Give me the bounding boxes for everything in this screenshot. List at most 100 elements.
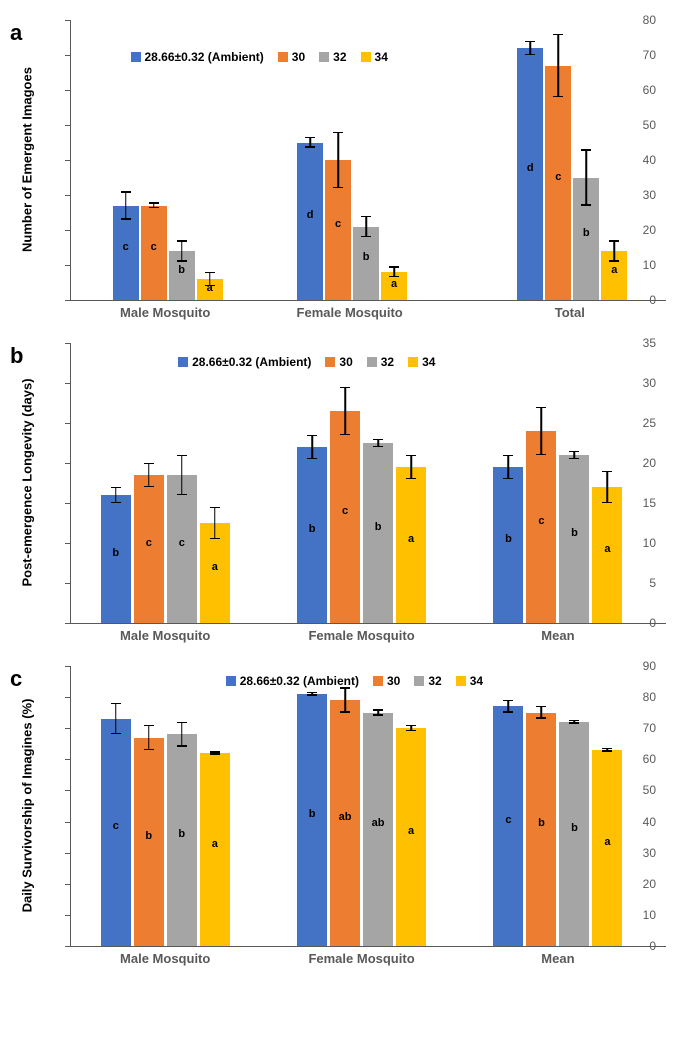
bar: c xyxy=(113,206,139,301)
legend-text: 28.66±0.32 (Ambient) xyxy=(192,355,311,369)
legend-swatch xyxy=(278,52,288,62)
significance-letter: a xyxy=(391,278,397,290)
x-labels: Male MosquitoFemale MosquitoMean xyxy=(70,947,665,969)
y-tick-label: 30 xyxy=(643,188,656,202)
significance-letter: b xyxy=(571,822,578,834)
bar: a xyxy=(601,251,627,300)
bar: b xyxy=(559,722,589,946)
bar: c xyxy=(167,475,197,623)
significance-letter: c xyxy=(505,814,511,826)
error-cap xyxy=(581,149,591,151)
bar: d xyxy=(297,143,323,301)
legend-swatch xyxy=(131,52,141,62)
y-tick-label: 20 xyxy=(643,456,656,470)
error-cap xyxy=(525,41,535,43)
legend-text: 32 xyxy=(428,674,441,688)
error-cap xyxy=(373,446,383,448)
significance-letter: b xyxy=(178,264,185,276)
legend-item-t34: 34 xyxy=(361,50,388,64)
x-label: Male Mosquito xyxy=(120,305,210,320)
error-cap xyxy=(121,191,131,193)
significance-letter: b xyxy=(583,227,590,239)
bar: b xyxy=(167,734,197,946)
significance-letter: c xyxy=(123,241,129,253)
error-bar xyxy=(607,471,609,503)
legend-text: 34 xyxy=(422,355,435,369)
error-cap xyxy=(602,750,612,752)
significance-letter: b xyxy=(178,828,185,840)
error-cap xyxy=(503,478,513,480)
significance-letter: a xyxy=(212,561,218,573)
legend-text: 34 xyxy=(470,674,483,688)
error-cap xyxy=(340,387,350,389)
bar: c xyxy=(134,475,164,623)
legend-text: 30 xyxy=(387,674,400,688)
error-cap xyxy=(307,435,317,437)
chart-area-a: Number of Emergent Imagoes01020304050607… xyxy=(70,20,666,301)
error-cap xyxy=(536,706,546,708)
error-cap xyxy=(609,240,619,242)
y-tick-label: 70 xyxy=(643,721,656,735)
legend-swatch xyxy=(408,357,418,367)
error-cap xyxy=(581,204,591,206)
error-cap xyxy=(361,216,371,218)
error-cap xyxy=(177,722,187,724)
y-tick xyxy=(65,383,71,384)
x-label: Male Mosquito xyxy=(120,628,210,643)
y-tick xyxy=(65,790,71,791)
legend-item-t34: 34 xyxy=(408,355,435,369)
error-cap xyxy=(569,451,579,453)
significance-letter: c xyxy=(342,505,348,517)
significance-letter: b xyxy=(571,527,578,539)
bar: b xyxy=(526,713,556,946)
error-cap xyxy=(177,745,187,747)
error-cap xyxy=(340,434,350,436)
y-tick-label: 10 xyxy=(643,908,656,922)
bar: c xyxy=(141,206,167,301)
legend-item-t34: 34 xyxy=(456,674,483,688)
significance-letter: a xyxy=(408,533,414,545)
legend: 28.66±0.32 (Ambient)303234 xyxy=(226,674,483,688)
significance-letter: c xyxy=(335,218,341,230)
legend-item-t30: 30 xyxy=(325,355,352,369)
significance-letter: b xyxy=(145,830,152,842)
error-bar xyxy=(558,34,560,97)
y-tick-label: 35 xyxy=(643,336,656,350)
y-tick xyxy=(65,503,71,504)
error-bar xyxy=(365,216,367,237)
error-bar xyxy=(148,725,150,750)
legend-item-t30: 30 xyxy=(373,674,400,688)
y-axis-label: Number of Emergent Imagoes xyxy=(20,20,35,300)
y-tick-label: 20 xyxy=(643,223,656,237)
error-cap xyxy=(602,502,612,504)
panel-a: aNumber of Emergent Imagoes0102030405060… xyxy=(10,20,675,323)
bar: c xyxy=(545,66,571,301)
error-cap xyxy=(569,458,579,460)
y-tick xyxy=(65,666,71,667)
bar: b xyxy=(363,443,393,623)
error-cap xyxy=(177,494,187,496)
y-tick-label: 20 xyxy=(643,877,656,891)
error-cap xyxy=(111,487,121,489)
bar: c xyxy=(526,431,556,623)
panel-b: bPost-emergence Longevity (days)05101520… xyxy=(10,343,675,646)
y-tick xyxy=(65,265,71,266)
y-tick xyxy=(65,543,71,544)
error-cap xyxy=(210,507,220,509)
y-tick xyxy=(65,55,71,56)
y-tick xyxy=(65,583,71,584)
significance-letter: d xyxy=(527,162,534,174)
y-tick xyxy=(65,160,71,161)
error-bar xyxy=(148,463,150,487)
legend-swatch xyxy=(226,676,236,686)
significance-letter: a xyxy=(207,282,213,294)
bar: c xyxy=(101,719,131,946)
error-bar xyxy=(344,688,346,713)
error-cap xyxy=(144,463,154,465)
error-cap xyxy=(305,146,315,148)
legend-swatch xyxy=(178,357,188,367)
legend-text: 32 xyxy=(333,50,346,64)
error-cap xyxy=(111,733,121,735)
legend-swatch xyxy=(367,357,377,367)
error-cap xyxy=(553,34,563,36)
